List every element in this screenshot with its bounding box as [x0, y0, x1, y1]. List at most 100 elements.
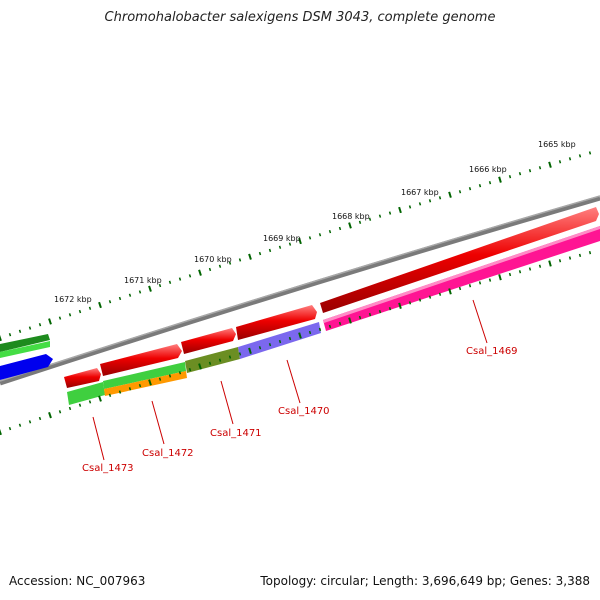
- inner-minor-tick: [68, 406, 72, 411]
- inner-major-tick: [448, 288, 452, 295]
- outer-major-tick: [0, 334, 2, 342]
- outer-minor-tick: [168, 280, 172, 284]
- outer-minor-tick: [158, 283, 162, 288]
- outer-major-tick: [98, 301, 102, 309]
- outer-minor-tick: [88, 306, 92, 310]
- inner-tick-track: [0, 251, 592, 436]
- inner-minor-tick: [58, 410, 62, 414]
- outer-minor-tick: [528, 169, 532, 173]
- inner-minor-tick: [208, 361, 212, 365]
- inner-minor-tick: [108, 393, 112, 397]
- kbp-label-1666: 1666 kbp: [469, 165, 507, 174]
- inner-minor-tick: [568, 256, 572, 260]
- gene-csal-1471-body: [185, 347, 240, 373]
- label-csal-1469: Csal_1469: [466, 346, 518, 357]
- inner-major-tick: [48, 411, 52, 419]
- inner-minor-tick: [78, 403, 82, 407]
- outer-major-tick: [348, 222, 352, 229]
- outer-minor-tick: [278, 245, 282, 249]
- inner-minor-tick: [188, 367, 192, 372]
- inner-minor-tick: [38, 416, 42, 421]
- inner-minor-tick: [268, 343, 272, 347]
- outer-major-tick: [448, 191, 452, 198]
- outer-minor-tick: [258, 251, 262, 256]
- outer-minor-tick: [358, 220, 362, 224]
- outer-minor-tick: [418, 202, 422, 206]
- outer-minor-tick: [68, 313, 72, 317]
- kbp-scale-track: [0, 151, 592, 342]
- inner-minor-tick: [438, 292, 442, 296]
- inner-minor-tick: [158, 377, 162, 381]
- genome-summary-text: Topology: circular; Length: 3,696,649 bp…: [260, 574, 590, 588]
- outer-major-tick: [198, 269, 202, 276]
- inner-major-tick: [98, 395, 102, 402]
- outer-minor-tick: [558, 160, 562, 164]
- outer-minor-tick: [468, 187, 472, 191]
- inner-minor-tick: [308, 330, 312, 335]
- outer-minor-tick: [288, 242, 292, 246]
- outer-minor-tick: [238, 258, 242, 262]
- inner-minor-tick: [558, 259, 562, 263]
- inner-minor-tick: [468, 284, 472, 288]
- kbp-label-1672: 1672 kbp: [54, 295, 92, 304]
- inner-minor-tick: [288, 336, 292, 341]
- inner-major-tick: [148, 379, 152, 386]
- outer-minor-tick: [478, 184, 482, 188]
- outer-minor-tick: [18, 329, 22, 334]
- gene-arrow-red-4: [236, 305, 317, 340]
- inner-minor-tick: [408, 301, 412, 305]
- outer-major-tick: [248, 253, 252, 260]
- genome-backbone: [0, 195, 600, 386]
- leader-csal-1469: [472, 299, 488, 344]
- outer-minor-tick: [78, 309, 82, 314]
- inner-minor-tick: [368, 312, 372, 317]
- inner-minor-tick: [8, 426, 12, 431]
- outer-minor-tick: [538, 166, 542, 170]
- inner-minor-tick: [258, 346, 262, 350]
- outer-minor-tick: [588, 151, 592, 155]
- kbp-label-1671: 1671 kbp: [124, 276, 162, 285]
- label-csal-1472: Csal_1472: [142, 448, 194, 459]
- inner-minor-tick: [518, 270, 522, 274]
- kbp-label-1669: 1669 kbp: [263, 234, 301, 243]
- gene-arrow-red-5: [320, 207, 599, 313]
- outer-minor-tick: [338, 226, 342, 231]
- inner-minor-tick: [318, 327, 322, 332]
- map-title: Chromohalobacter salexigens DSM 3043, co…: [104, 10, 496, 25]
- left-blue-feature: [0, 354, 53, 380]
- inner-minor-tick: [238, 352, 242, 356]
- outer-minor-tick: [28, 326, 32, 330]
- inner-minor-tick: [278, 339, 282, 344]
- inner-minor-tick: [228, 355, 232, 359]
- inner-major-tick: [248, 347, 252, 354]
- inner-minor-tick: [508, 272, 512, 277]
- outer-minor-tick: [178, 277, 182, 281]
- outer-major-tick: [398, 206, 402, 214]
- outer-minor-tick: [138, 290, 142, 294]
- outer-minor-tick: [328, 229, 332, 234]
- inner-minor-tick: [458, 286, 462, 291]
- gene-csal-1472-lower: [104, 371, 187, 396]
- outer-minor-tick: [508, 175, 512, 179]
- label-csal-1470: Csal_1470: [278, 406, 330, 417]
- inner-minor-tick: [358, 315, 362, 320]
- outer-minor-tick: [488, 181, 492, 185]
- outer-minor-tick: [268, 248, 272, 253]
- outer-minor-tick: [8, 333, 12, 337]
- outer-minor-tick: [388, 211, 392, 215]
- outer-minor-tick: [458, 190, 462, 194]
- gene-arrow-red-3: [181, 328, 236, 354]
- inner-minor-tick: [578, 253, 582, 258]
- inner-minor-tick: [388, 307, 392, 311]
- inner-minor-tick: [588, 251, 592, 255]
- leader-csal-1472: [151, 400, 165, 445]
- inner-minor-tick: [178, 371, 182, 375]
- outer-major-tick: [498, 176, 502, 183]
- inner-minor-tick: [118, 390, 122, 394]
- outer-minor-tick: [378, 214, 382, 218]
- outer-minor-tick: [428, 199, 432, 203]
- inner-minor-tick: [88, 400, 92, 404]
- gene-arrow-red-1: [64, 368, 101, 388]
- inner-major-tick: [498, 274, 502, 281]
